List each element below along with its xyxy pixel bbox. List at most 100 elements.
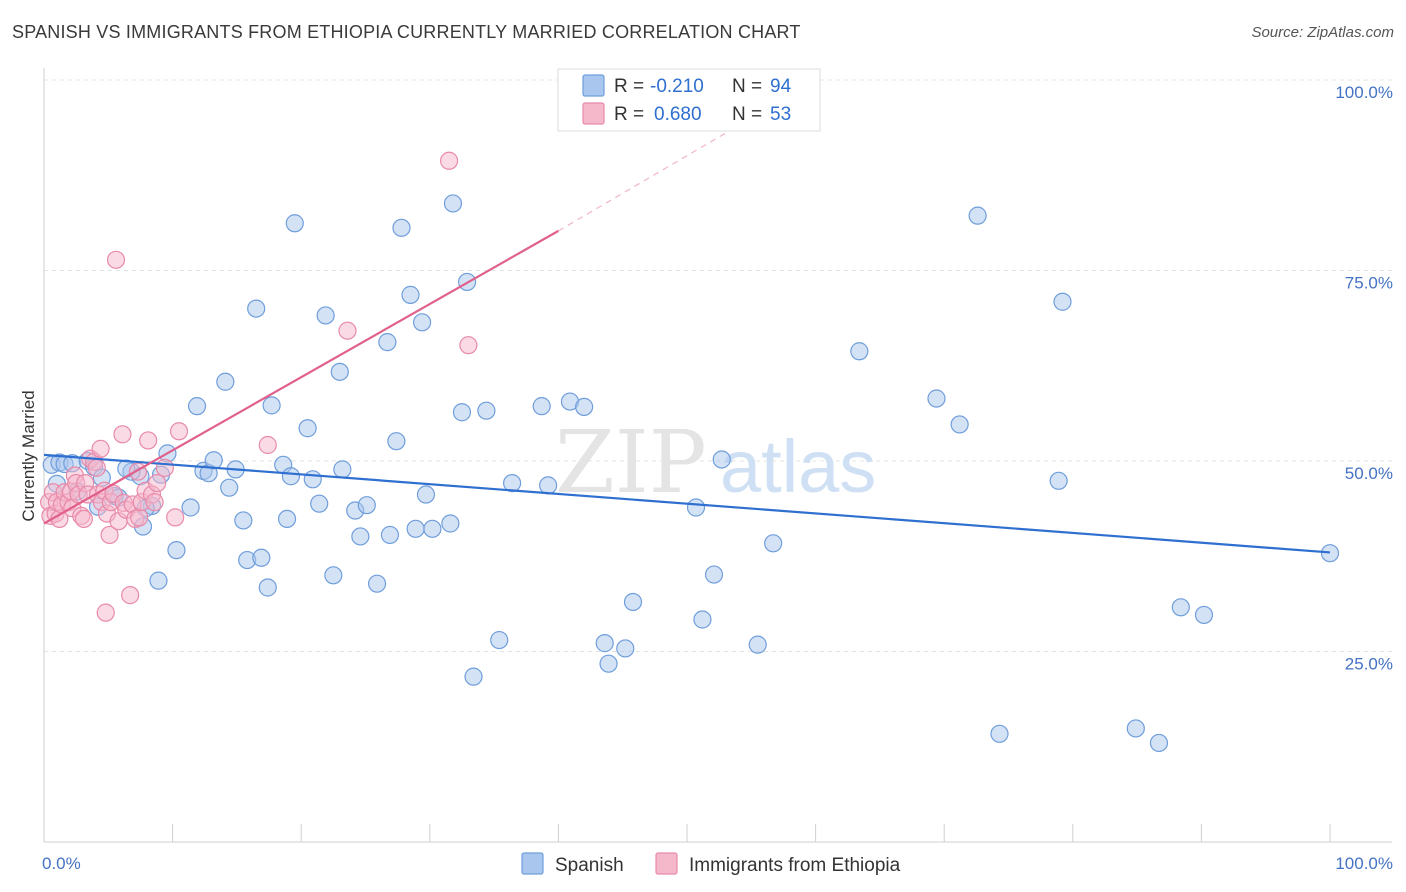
spanish-point-50 [392, 218, 411, 237]
bottom-legend: Spanish Immigrants from Ethiopia [521, 852, 901, 876]
chart-title: SPANISH VS IMMIGRANTS FROM ETHIOPIA CURR… [12, 22, 801, 42]
spanish-point-45 [357, 496, 376, 515]
spanish-point-88 [1194, 605, 1214, 625]
spanish-point-74 [712, 450, 731, 469]
spanish-point-49 [387, 432, 406, 451]
y-tick-label-2: 75.0% [1345, 274, 1393, 293]
legend-r-label-ethiopia: R = [614, 104, 644, 125]
watermark-atlas: atlas [720, 425, 876, 508]
spanish-point-48 [380, 525, 400, 545]
spanish-point-82 [990, 724, 1009, 743]
spanish-point-73 [693, 610, 712, 629]
spanish-point-16 [167, 541, 186, 560]
x-tick-label-1: 100.0% [1335, 854, 1393, 873]
ethiopia-point-38 [130, 508, 149, 527]
ethiopia-point-46 [166, 508, 185, 527]
ethiopia-point-22 [91, 439, 110, 458]
ethiopia-point-49 [338, 321, 357, 340]
spanish-point-47 [378, 333, 397, 352]
legend-box: R = -0.210 N = 94 R = 0.680 N = 53 [557, 68, 821, 132]
x-tick-label-0: 0.0% [42, 854, 81, 873]
ethiopia-point-44 [148, 473, 167, 493]
legend-n-value-spanish: 94 [770, 76, 792, 97]
source-label: Source: ZipAtlas.com [1251, 24, 1394, 41]
legend-n-label-spanish: N = [732, 76, 762, 97]
bottom-legend-swatch-spanish [521, 852, 544, 875]
spanish-point-33 [277, 509, 297, 529]
bottom-legend-label-ethiopia: Immigrants from Ethiopia [689, 855, 901, 876]
spanish-point-56 [441, 514, 460, 533]
spanish-point-83 [1049, 471, 1068, 490]
y-tick-label-3: 100.0% [1335, 83, 1393, 102]
ethiopia-point-47 [169, 422, 189, 441]
spanish-point-84 [1053, 292, 1072, 311]
series-ethiopia-points [40, 151, 478, 622]
spanish-point-24 [220, 478, 239, 497]
ethiopia-trend-extension [558, 117, 752, 232]
spanish-point-57 [443, 194, 463, 213]
legend-swatch-ethiopia [582, 102, 605, 125]
y-tick-label-1: 50.0% [1345, 464, 1393, 483]
legend-n-value-ethiopia: 53 [770, 104, 791, 125]
legend-swatch-spanish [582, 74, 605, 97]
spanish-point-26 [234, 511, 253, 530]
spanish-point-28 [247, 299, 266, 318]
spanish-point-81 [968, 206, 987, 225]
y-axis-title: Currently Married [19, 390, 38, 521]
spanish-point-54 [416, 485, 436, 504]
spanish-point-77 [764, 534, 783, 553]
bottom-legend-label-spanish: Spanish [555, 855, 624, 876]
spanish-point-29 [252, 548, 271, 567]
spanish-point-85 [1126, 719, 1145, 738]
spanish-point-36 [298, 419, 317, 438]
spanish-point-80 [950, 415, 969, 434]
spanish-point-86 [1171, 598, 1190, 617]
spanish-point-60 [477, 401, 496, 420]
spanish-point-70 [616, 639, 635, 658]
ethiopia-point-41 [139, 431, 158, 450]
spanish-point-89 [1320, 544, 1340, 563]
legend-r-value-spanish: -0.210 [650, 76, 704, 97]
spanish-point-52 [406, 519, 425, 538]
spanish-point-79 [927, 389, 946, 408]
spanish-point-19 [187, 397, 207, 416]
ethiopia-point-51 [459, 336, 478, 355]
spanish-point-71 [623, 592, 643, 612]
ethiopia-point-26 [100, 525, 119, 545]
bottom-legend-swatch-ethiopia [655, 852, 678, 875]
spanish-point-65 [532, 397, 551, 416]
spanish-point-87 [1149, 733, 1169, 753]
spanish-point-53 [412, 313, 432, 332]
spanish-point-46 [367, 574, 387, 593]
ethiopia-point-43 [145, 493, 164, 512]
spanish-point-34 [281, 467, 301, 486]
legend-n-label-ethiopia: N = [732, 104, 762, 125]
ethiopia-point-52 [96, 603, 115, 622]
spanish-point-68 [595, 634, 614, 653]
legend-r-label-spanish: R = [614, 76, 644, 97]
spanish-point-64 [539, 476, 558, 495]
ethiopia-point-20 [87, 458, 106, 477]
ethiopia-point-50 [439, 151, 459, 170]
watermark-zip: ZIP [555, 413, 707, 513]
spanish-point-31 [262, 396, 281, 415]
spanish-point-75 [704, 565, 724, 584]
spanish-point-23 [216, 372, 235, 391]
spanish-point-22 [204, 451, 223, 470]
spanish-point-61 [490, 630, 509, 650]
tick-labels: 25.0% 50.0% 75.0% 100.0% 0.0% 100.0% [42, 83, 1393, 873]
ethiopia-point-48 [258, 435, 277, 455]
spanish-point-38 [310, 494, 329, 513]
spanish-point-18 [181, 498, 200, 517]
spanish-point-39 [316, 306, 335, 325]
spanish-point-42 [333, 460, 352, 479]
spanish-point-51 [401, 285, 420, 304]
spanish-point-17 [149, 571, 168, 590]
ethiopia-point-15 [74, 509, 93, 529]
spanish-point-62 [464, 667, 483, 686]
spanish-point-63 [503, 473, 522, 493]
spanish-point-44 [351, 527, 370, 546]
ethiopia-trend-line [43, 229, 559, 525]
gridlines [44, 79, 1392, 652]
